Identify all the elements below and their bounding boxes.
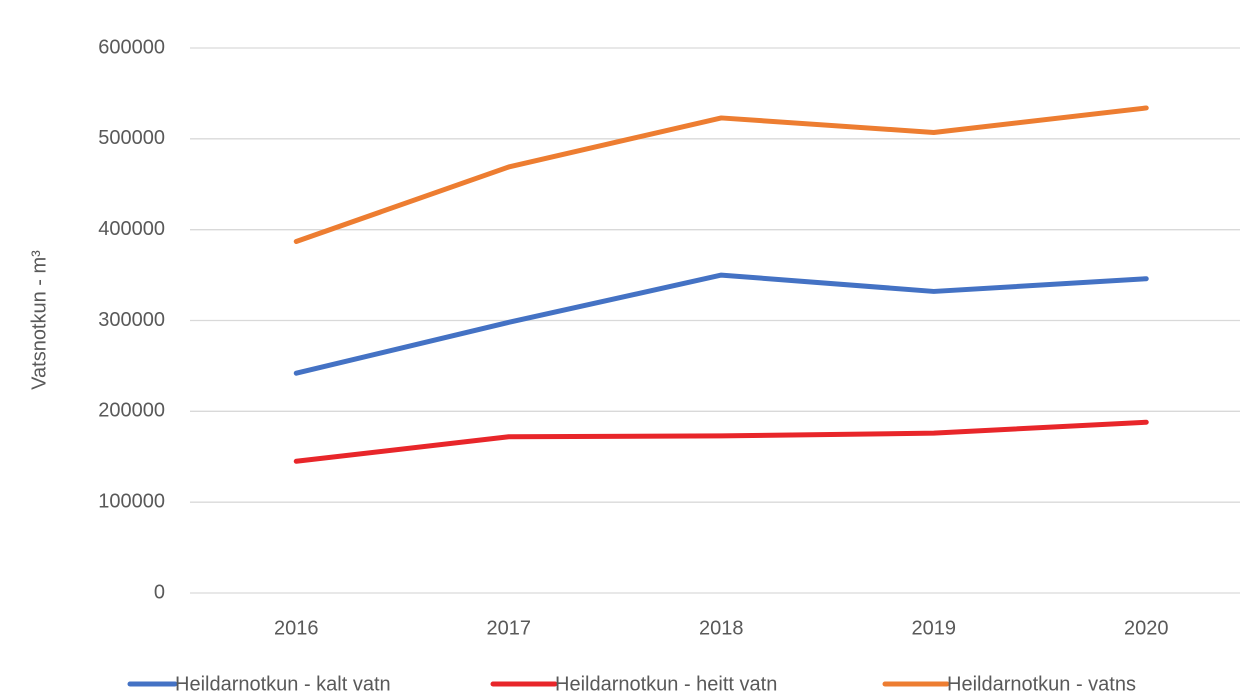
x-tick-label: 2017	[487, 617, 532, 639]
y-tick-label: 500000	[98, 127, 165, 149]
y-tick-label: 200000	[98, 400, 165, 422]
x-tick-label: 2019	[912, 617, 957, 639]
x-tick-label: 2018	[699, 617, 744, 639]
legend-label: Heildarnotkun - heitt vatn	[555, 673, 777, 695]
y-tick-label: 600000	[98, 36, 165, 58]
x-tick-label: 2020	[1124, 617, 1169, 639]
data-line	[293, 272, 1149, 376]
y-tick-label: 0	[154, 581, 165, 603]
data-line	[293, 105, 1149, 244]
data-line	[293, 419, 1149, 464]
x-tick-label: 2016	[274, 617, 319, 639]
y-tick-label: 400000	[98, 218, 165, 240]
legend-label: Heildarnotkun - kalt vatn	[175, 673, 391, 695]
y-axis-label: Vatsnotkun - m³	[28, 250, 50, 390]
y-tick-label: 100000	[98, 490, 165, 512]
y-tick-label: 300000	[98, 309, 165, 331]
legend-label: Heildarnotkun - vatns	[947, 673, 1136, 695]
